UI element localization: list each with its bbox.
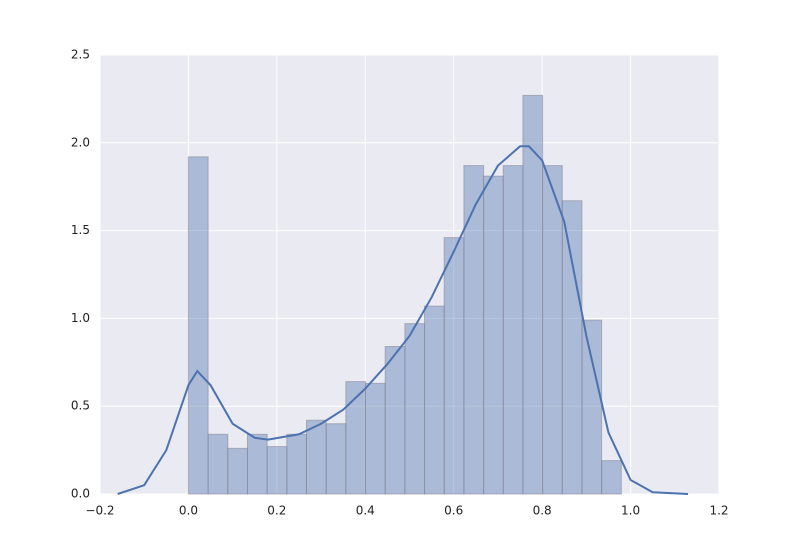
kde-line	[117, 145, 689, 495]
x-tick-label: 1.0	[621, 504, 640, 518]
y-tick-label: 0.0	[71, 487, 90, 501]
bar	[187, 156, 209, 495]
bar	[227, 447, 248, 495]
x-tick-label: 0.6	[444, 504, 463, 518]
bar	[207, 433, 229, 495]
bar	[384, 345, 406, 495]
x-tick-label: 0.2	[267, 504, 286, 518]
bar	[305, 419, 327, 495]
bar	[443, 237, 465, 495]
bar	[581, 319, 603, 495]
y-tick-label: 1.5	[71, 223, 90, 237]
y-tick-label: 2.5	[71, 48, 90, 62]
bar	[325, 423, 347, 495]
y-tick-label: 2.0	[71, 135, 90, 149]
x-tick-label: −0.2	[85, 504, 114, 518]
bar	[522, 94, 544, 495]
bar	[601, 460, 622, 495]
plot-background	[100, 55, 719, 494]
x-tick-label: 1.2	[709, 504, 728, 518]
bar	[246, 433, 268, 495]
bar	[404, 323, 426, 495]
bar	[424, 305, 445, 495]
bar	[286, 433, 307, 495]
bar	[365, 382, 386, 495]
bar	[483, 175, 504, 495]
bar	[561, 200, 583, 495]
y-tick-label: 0.5	[71, 399, 90, 413]
y-tick-label: 1.0	[71, 311, 90, 325]
bar	[463, 165, 485, 495]
x-tick-label: 0.0	[179, 504, 198, 518]
bar	[502, 165, 524, 495]
bar	[542, 165, 563, 495]
x-tick-label: 0.8	[533, 504, 552, 518]
bar	[266, 446, 288, 495]
x-tick-label: 0.4	[356, 504, 375, 518]
